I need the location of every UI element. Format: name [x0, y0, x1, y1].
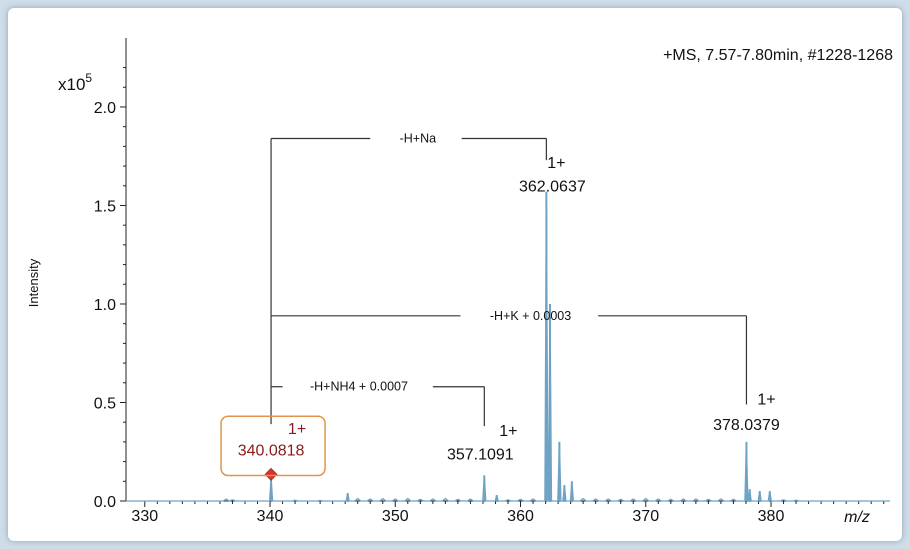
precursor-highlight-box: [220, 415, 326, 477]
peak-charge-label: 1+: [288, 421, 306, 438]
spectrum-panel: 330 340 350 360 370 380 0.0 0.5 1.0 1.5 2.0 -H+Na -…: [8, 8, 902, 541]
adduct-label: -H+Na: [400, 131, 437, 145]
peak-mz-label: 362.0637: [519, 179, 586, 196]
peak-charge-label: 1+: [499, 423, 517, 440]
peak-mz-label: 378.0379: [713, 417, 780, 434]
y-tick-label: 2.0: [94, 100, 116, 117]
x-tick-label: 360: [507, 508, 534, 525]
y-tick-label: 0.0: [94, 494, 116, 511]
peak-charge-label: 1+: [757, 391, 775, 408]
y-tick-label: 1.0: [94, 297, 116, 314]
adduct-label: -H+K + 0.0003: [490, 309, 571, 323]
adduct-label: -H+NH4 + 0.0007: [310, 380, 408, 394]
y-tick-label: 0.5: [94, 395, 116, 412]
chart-title: +MS, 7.57-7.80min, #1228-1268: [663, 47, 893, 64]
y-tick-label: 1.5: [94, 198, 116, 215]
peak-mz-label: 357.1091: [447, 447, 514, 464]
x-tick-label: 350: [382, 508, 409, 525]
x-axis-label: m/z: [844, 509, 870, 526]
precursor-marker: [264, 467, 278, 481]
peak-charge-label: 1+: [547, 155, 565, 172]
y-axis-label: Intensity: [26, 258, 41, 307]
y-scale-label: x105: [58, 71, 92, 94]
mass-spectrum-chart: 330 340 350 360 370 380 0.0 0.5 1.0 1.5 2.0 -H+Na -…: [26, 38, 893, 526]
x-tick-label: 330: [131, 508, 158, 525]
peak-mz-label: 340.0818: [238, 443, 305, 460]
x-tick-label: 340: [257, 508, 284, 525]
x-tick-label: 370: [632, 508, 659, 525]
x-tick-label: 380: [758, 508, 785, 525]
